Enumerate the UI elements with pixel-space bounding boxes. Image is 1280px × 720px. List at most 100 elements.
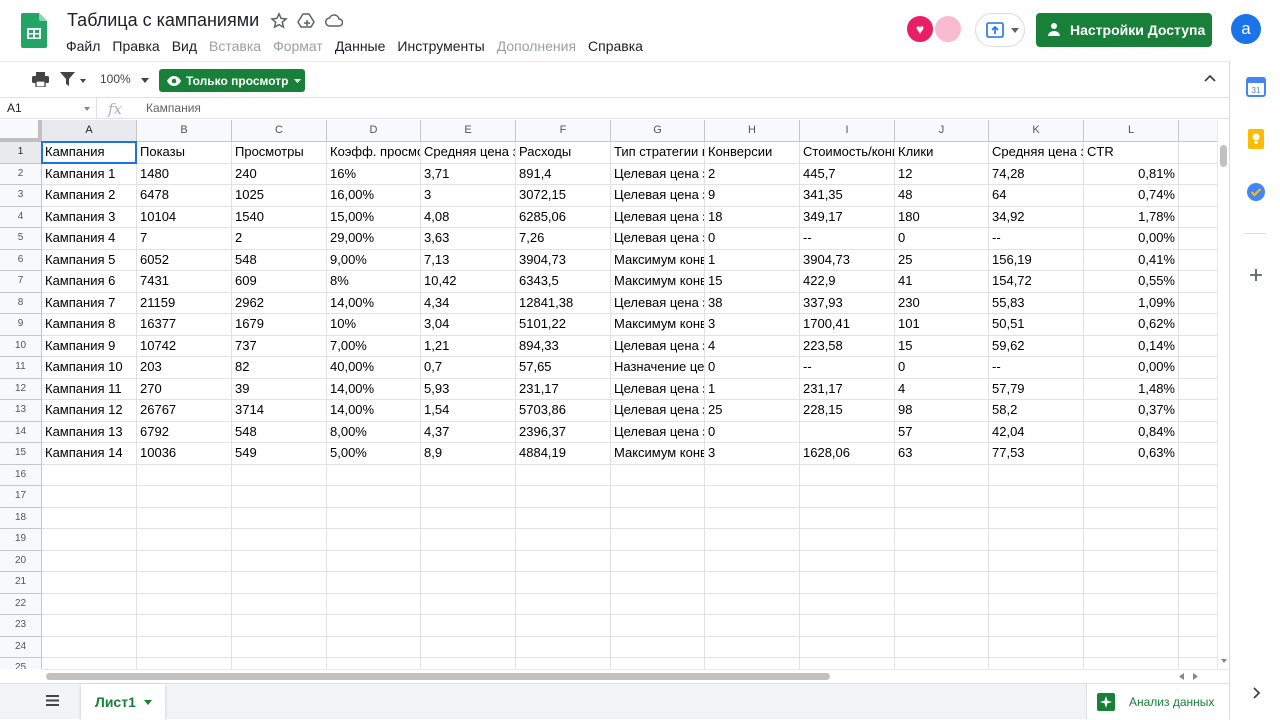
cell-b4[interactable]: 10104 — [137, 206, 232, 228]
cell-f10[interactable]: 894,33 — [516, 335, 611, 357]
column-header-e[interactable]: E — [421, 120, 516, 142]
cell-f25[interactable] — [516, 658, 611, 669]
cell-a1[interactable]: Кампания — [42, 142, 137, 164]
cell-d8[interactable]: 14,00% — [327, 292, 421, 314]
cell-d15[interactable]: 5,00% — [327, 443, 421, 465]
cell-l19[interactable] — [1084, 529, 1179, 551]
cell-f13[interactable]: 5703,86 — [516, 400, 611, 422]
cell-h12[interactable]: 1 — [705, 378, 800, 400]
cell-g19[interactable] — [611, 529, 705, 551]
cell-h14[interactable]: 0 — [705, 421, 800, 443]
cell-j23[interactable] — [895, 615, 989, 637]
sheets-logo-icon[interactable] — [21, 13, 47, 48]
cell-l18[interactable] — [1084, 507, 1179, 529]
cell-j6[interactable]: 25 — [895, 249, 989, 271]
cell-b16[interactable] — [137, 464, 232, 486]
cell-l17[interactable] — [1084, 486, 1179, 508]
cell-h21[interactable] — [705, 572, 800, 594]
cell-h16[interactable] — [705, 464, 800, 486]
cell-l16[interactable] — [1084, 464, 1179, 486]
cell-h19[interactable] — [705, 529, 800, 551]
keep-icon[interactable] — [1246, 129, 1266, 149]
cell-l1[interactable]: CTR — [1084, 142, 1179, 164]
cell-e17[interactable] — [421, 486, 516, 508]
cell-c13[interactable]: 3714 — [232, 400, 327, 422]
cell-d19[interactable] — [327, 529, 421, 551]
cell-k23[interactable] — [989, 615, 1084, 637]
column-header-g[interactable]: G — [611, 120, 705, 142]
cell-c25[interactable] — [232, 658, 327, 669]
cell-l24[interactable] — [1084, 636, 1179, 658]
cell-g5[interactable]: Целевая цена за конверсию — [611, 228, 705, 250]
print-icon[interactable] — [32, 72, 49, 87]
cell-i22[interactable] — [800, 593, 895, 615]
cell-l7[interactable]: 0,55% — [1084, 271, 1179, 293]
calendar-icon[interactable]: 31 — [1246, 77, 1266, 97]
cell-j21[interactable] — [895, 572, 989, 594]
cell-f22[interactable] — [516, 593, 611, 615]
cell-d21[interactable] — [327, 572, 421, 594]
cell-d3[interactable]: 16,00% — [327, 185, 421, 207]
cell-a19[interactable] — [42, 529, 137, 551]
cell-j24[interactable] — [895, 636, 989, 658]
menu-item-7[interactable]: Дополнения — [496, 38, 577, 54]
cell-k18[interactable] — [989, 507, 1084, 529]
cell-c6[interactable]: 548 — [232, 249, 327, 271]
cell-d1[interactable]: Коэфф. просмотров — [327, 142, 421, 164]
menu-item-5[interactable]: Данные — [334, 38, 386, 54]
cell-d9[interactable]: 10% — [327, 314, 421, 336]
share-button[interactable]: Настройки Доступа — [1036, 13, 1212, 47]
cell-j17[interactable] — [895, 486, 989, 508]
cell-c16[interactable] — [232, 464, 327, 486]
view-only-button[interactable]: Только просмотр — [159, 69, 305, 92]
cell-e8[interactable]: 4,34 — [421, 292, 516, 314]
cell-l5[interactable]: 0,00% — [1084, 228, 1179, 250]
cell-k10[interactable]: 59,62 — [989, 335, 1084, 357]
cell-c11[interactable]: 82 — [232, 357, 327, 379]
cell-blank[interactable] — [1179, 207, 1217, 228]
cell-b14[interactable]: 6792 — [137, 421, 232, 443]
cell-h3[interactable]: 9 — [705, 185, 800, 207]
cell-l11[interactable]: 0,00% — [1084, 357, 1179, 379]
cell-k6[interactable]: 156,19 — [989, 249, 1084, 271]
cell-f6[interactable]: 3904,73 — [516, 249, 611, 271]
cell-f5[interactable]: 7,26 — [516, 228, 611, 250]
cell-h22[interactable] — [705, 593, 800, 615]
cell-d12[interactable]: 14,00% — [327, 378, 421, 400]
scroll-left-arrow-icon[interactable] — [1179, 673, 1184, 680]
cell-b13[interactable]: 26767 — [137, 400, 232, 422]
cell-f15[interactable]: 4884,19 — [516, 443, 611, 465]
document-title[interactable]: Таблица с кампаниями — [67, 10, 260, 30]
cell-l6[interactable]: 0,41% — [1084, 249, 1179, 271]
cell-d22[interactable] — [327, 593, 421, 615]
cell-b19[interactable] — [137, 529, 232, 551]
column-header-j[interactable]: J — [895, 120, 989, 142]
cell-h10[interactable]: 4 — [705, 335, 800, 357]
move-to-drive-icon[interactable] — [297, 12, 315, 30]
cell-i21[interactable] — [800, 572, 895, 594]
cell-g18[interactable] — [611, 507, 705, 529]
cell-h1[interactable]: Конверсии — [705, 142, 800, 164]
row-header-9[interactable]: 9 — [0, 314, 42, 336]
cell-k20[interactable] — [989, 550, 1084, 572]
cell-a11[interactable]: Кампания 10 — [42, 357, 137, 379]
vertical-scroll-thumb[interactable] — [1220, 145, 1227, 167]
cloud-saved-icon[interactable] — [325, 12, 343, 30]
menu-item-8[interactable]: Справка — [588, 38, 643, 54]
cell-k25[interactable] — [989, 658, 1084, 669]
cell-k1[interactable]: Средняя цена за клик — [989, 142, 1084, 164]
cell-c17[interactable] — [232, 486, 327, 508]
cell-b5[interactable]: 7 — [137, 228, 232, 250]
row-header-8[interactable]: 8 — [0, 292, 42, 314]
cell-f2[interactable]: 891,4 — [516, 163, 611, 185]
cell-c23[interactable] — [232, 615, 327, 637]
cell-k14[interactable]: 42,04 — [989, 421, 1084, 443]
cell-f24[interactable] — [516, 636, 611, 658]
cell-k11[interactable]: -- — [989, 357, 1084, 379]
cell-i18[interactable] — [800, 507, 895, 529]
cell-l13[interactable]: 0,37% — [1084, 400, 1179, 422]
cell-b20[interactable] — [137, 550, 232, 572]
row-header-24[interactable]: 24 — [0, 636, 42, 658]
cell-j14[interactable]: 57 — [895, 421, 989, 443]
cell-g12[interactable]: Целевая цена за конверсию — [611, 378, 705, 400]
